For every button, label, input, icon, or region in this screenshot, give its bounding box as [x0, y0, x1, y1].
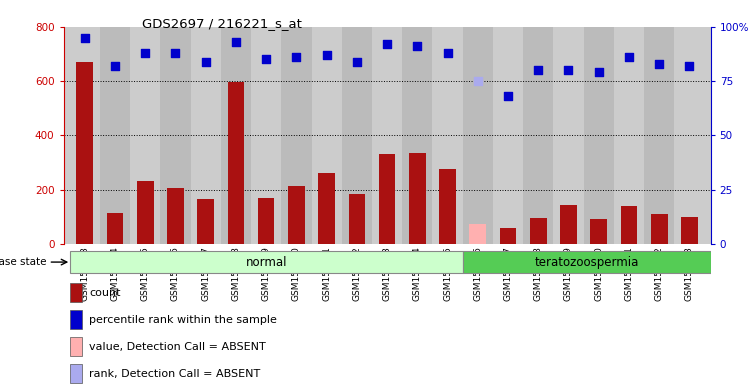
Bar — [76, 62, 93, 244]
Bar — [621, 206, 637, 244]
Point — [109, 63, 121, 69]
Bar — [554, 27, 583, 244]
Text: disease state: disease state — [0, 257, 47, 267]
Bar — [614, 27, 644, 244]
Text: value, Detection Call = ABSENT: value, Detection Call = ABSENT — [90, 342, 266, 352]
Point — [441, 50, 453, 56]
Point — [653, 61, 665, 67]
Bar — [463, 27, 493, 244]
Bar — [470, 223, 486, 244]
Bar — [70, 364, 82, 383]
Bar — [342, 27, 372, 244]
Bar — [197, 199, 214, 244]
Text: teratozoospermia: teratozoospermia — [535, 256, 639, 268]
Bar — [432, 27, 463, 244]
Bar — [288, 185, 304, 244]
Point — [351, 58, 363, 65]
Bar — [258, 198, 275, 244]
Bar — [227, 83, 245, 244]
Text: GDS2697 / 216221_s_at: GDS2697 / 216221_s_at — [142, 17, 302, 30]
Point — [290, 54, 302, 60]
Text: normal: normal — [245, 256, 287, 268]
Bar — [402, 27, 432, 244]
Point — [200, 58, 212, 65]
Bar — [681, 217, 698, 244]
Bar — [191, 27, 221, 244]
Bar — [70, 283, 82, 302]
Text: percentile rank within the sample: percentile rank within the sample — [90, 315, 278, 325]
Bar — [463, 251, 711, 273]
Bar — [107, 213, 123, 244]
Bar — [319, 173, 335, 244]
Bar — [523, 27, 554, 244]
Bar — [100, 27, 130, 244]
Bar — [70, 27, 100, 244]
Bar — [590, 219, 607, 244]
Point — [502, 93, 514, 99]
Point — [684, 63, 696, 69]
Bar — [583, 27, 614, 244]
Bar — [530, 218, 547, 244]
Point — [170, 50, 182, 56]
Bar — [644, 27, 674, 244]
Bar — [70, 251, 463, 273]
Point — [533, 67, 545, 73]
Point — [79, 35, 91, 41]
Point — [472, 78, 484, 84]
Bar — [70, 310, 82, 329]
Bar — [160, 27, 191, 244]
Bar — [167, 188, 184, 244]
Bar — [137, 182, 153, 244]
Bar — [281, 27, 311, 244]
Bar — [500, 228, 516, 244]
Bar — [372, 27, 402, 244]
Point — [411, 43, 423, 50]
Point — [623, 54, 635, 60]
Bar — [70, 337, 82, 356]
Bar — [409, 153, 426, 244]
Bar — [221, 27, 251, 244]
Point — [592, 70, 604, 76]
Bar — [130, 27, 160, 244]
Bar — [349, 194, 365, 244]
Bar — [311, 27, 342, 244]
Bar — [439, 169, 456, 244]
Bar — [251, 27, 281, 244]
Bar — [651, 214, 667, 244]
Bar — [674, 27, 705, 244]
Point — [260, 56, 272, 63]
Text: rank, Detection Call = ABSENT: rank, Detection Call = ABSENT — [90, 369, 261, 379]
Point — [230, 39, 242, 45]
Point — [139, 50, 151, 56]
Point — [562, 67, 574, 73]
Bar — [560, 205, 577, 244]
Text: count: count — [90, 288, 121, 298]
Bar — [378, 154, 396, 244]
Point — [321, 52, 333, 58]
Bar — [493, 27, 523, 244]
Point — [381, 41, 393, 47]
